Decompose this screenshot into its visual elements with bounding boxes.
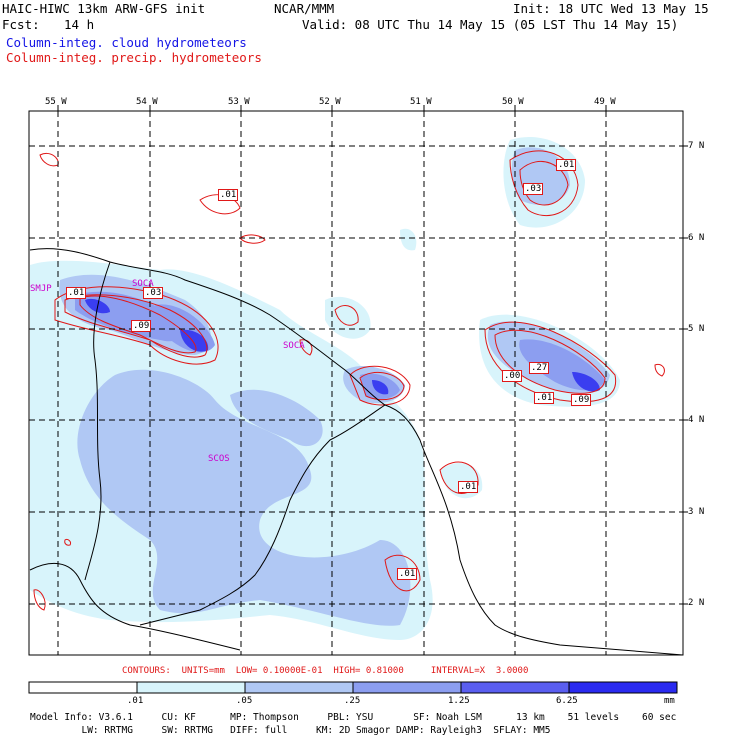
lat-label: 7 N	[688, 141, 705, 151]
lon-label: 53 W	[228, 97, 250, 107]
map-frame	[28, 110, 684, 656]
contour-label: .01	[534, 392, 555, 404]
colorbar-tick: 1.25	[448, 696, 470, 706]
contour-label: .01	[397, 568, 418, 580]
colorbar-tick: .01	[127, 696, 144, 706]
lon-label: 51 W	[410, 97, 432, 107]
contour-label: .03	[523, 183, 544, 195]
lat-label: 2 N	[688, 598, 705, 608]
colorbar-tick: 6.25	[556, 696, 578, 706]
lon-label: 50 W	[502, 97, 524, 107]
lon-label: 52 W	[319, 97, 341, 107]
contour-label: .01	[556, 159, 577, 171]
lat-label: 4 N	[688, 415, 705, 425]
lon-label: 49 W	[594, 97, 616, 107]
contour-label: .01	[458, 481, 479, 493]
station-label: SCOS	[208, 454, 230, 464]
lon-label: 54 W	[136, 97, 158, 107]
contour-label: .00	[502, 370, 523, 382]
contour-label: .09	[571, 394, 592, 406]
model-info-line1: Model Info: V3.6.1 CU: KF MP: Thompson P…	[30, 712, 677, 723]
legend-cloud: Column-integ. cloud hydrometeors	[6, 35, 247, 50]
fcst-label: Fcst:	[2, 17, 40, 32]
contour-label: .01	[218, 189, 239, 201]
lat-label: 3 N	[688, 507, 705, 517]
lat-label: 6 N	[688, 233, 705, 243]
contours-info: CONTOURS: UNITS=mm LOW= 0.10000E-01 HIGH…	[122, 666, 529, 676]
model-info-line2: LW: RRTMG SW: RRTMG DIFF: full KM: 2D Sm…	[30, 725, 551, 736]
lat-label: 5 N	[688, 324, 705, 334]
contour-label: .01	[66, 287, 87, 299]
axis-ticks	[57, 105, 688, 605]
legend-precip: Column-integ. precip. hydrometeors	[6, 50, 262, 65]
contour-label: .03	[143, 287, 164, 299]
model-title: HAIC-HIWC 13km ARW-GFS init	[2, 1, 206, 16]
station-label: SOCA	[132, 279, 154, 289]
fcst-value: 14 h	[64, 17, 95, 32]
colorbar-unit: mm	[664, 696, 675, 706]
org-label: NCAR/MMM	[274, 1, 335, 16]
colorbar-tick: .05	[236, 696, 253, 706]
init-time: Init: 18 UTC Wed 13 May 15	[513, 1, 709, 16]
station-label: SOCA	[283, 341, 305, 351]
contour-label: .27	[529, 362, 550, 374]
coastline	[29, 248, 683, 655]
lat-lon-grid	[29, 111, 683, 655]
lon-label: 55 W	[45, 97, 67, 107]
station-label: SMJP	[30, 284, 52, 294]
contour-label: .09	[131, 320, 152, 332]
valid-time: Valid: 08 UTC Thu 14 May 15 (05 LST Thu …	[302, 17, 679, 32]
colorbar-tick: .25	[344, 696, 361, 706]
